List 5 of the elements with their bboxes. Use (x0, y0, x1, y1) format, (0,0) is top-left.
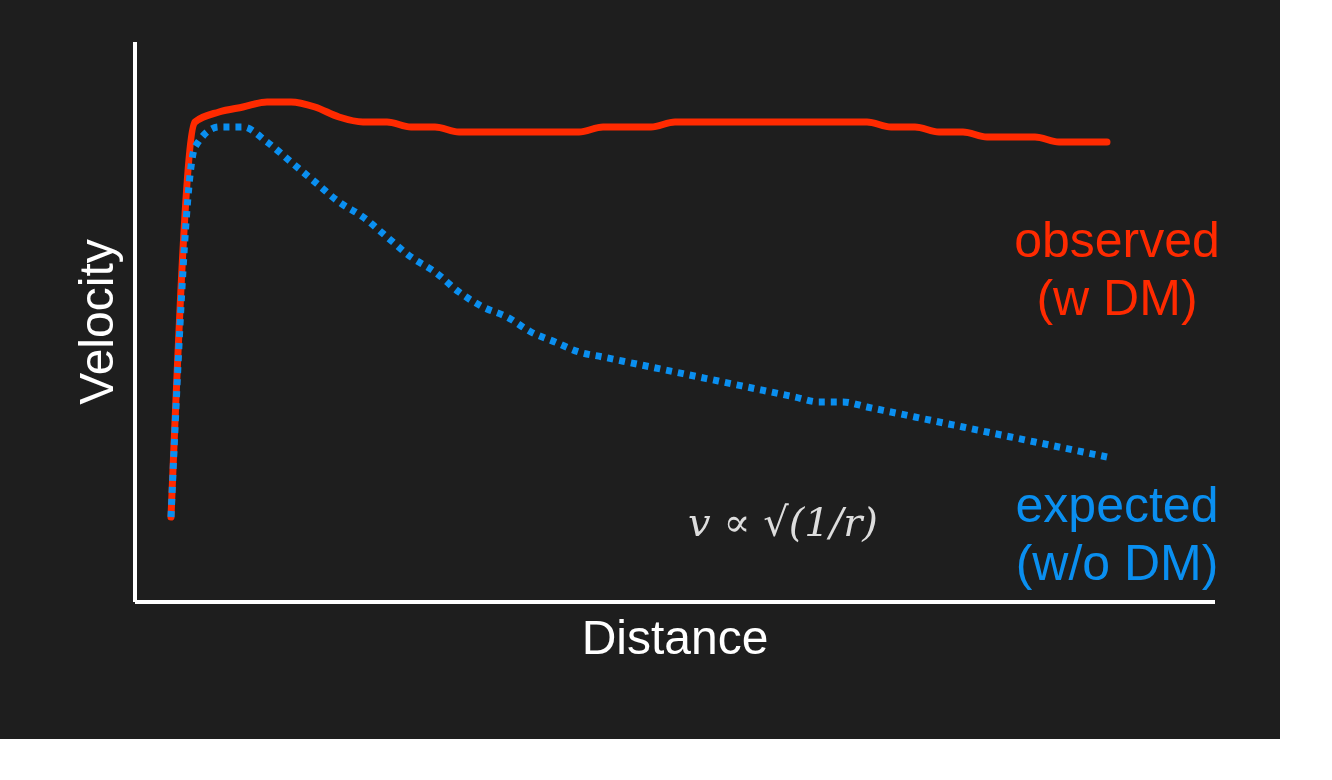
annotation: v ∝ √(1/r) (688, 498, 878, 545)
series-label: expected (w/o DM) (1015, 477, 1219, 591)
y-axis-title: Velocity (70, 239, 123, 405)
x-axis-title: Distance (581, 611, 769, 664)
series-label: observed (w DM) (1014, 212, 1220, 326)
